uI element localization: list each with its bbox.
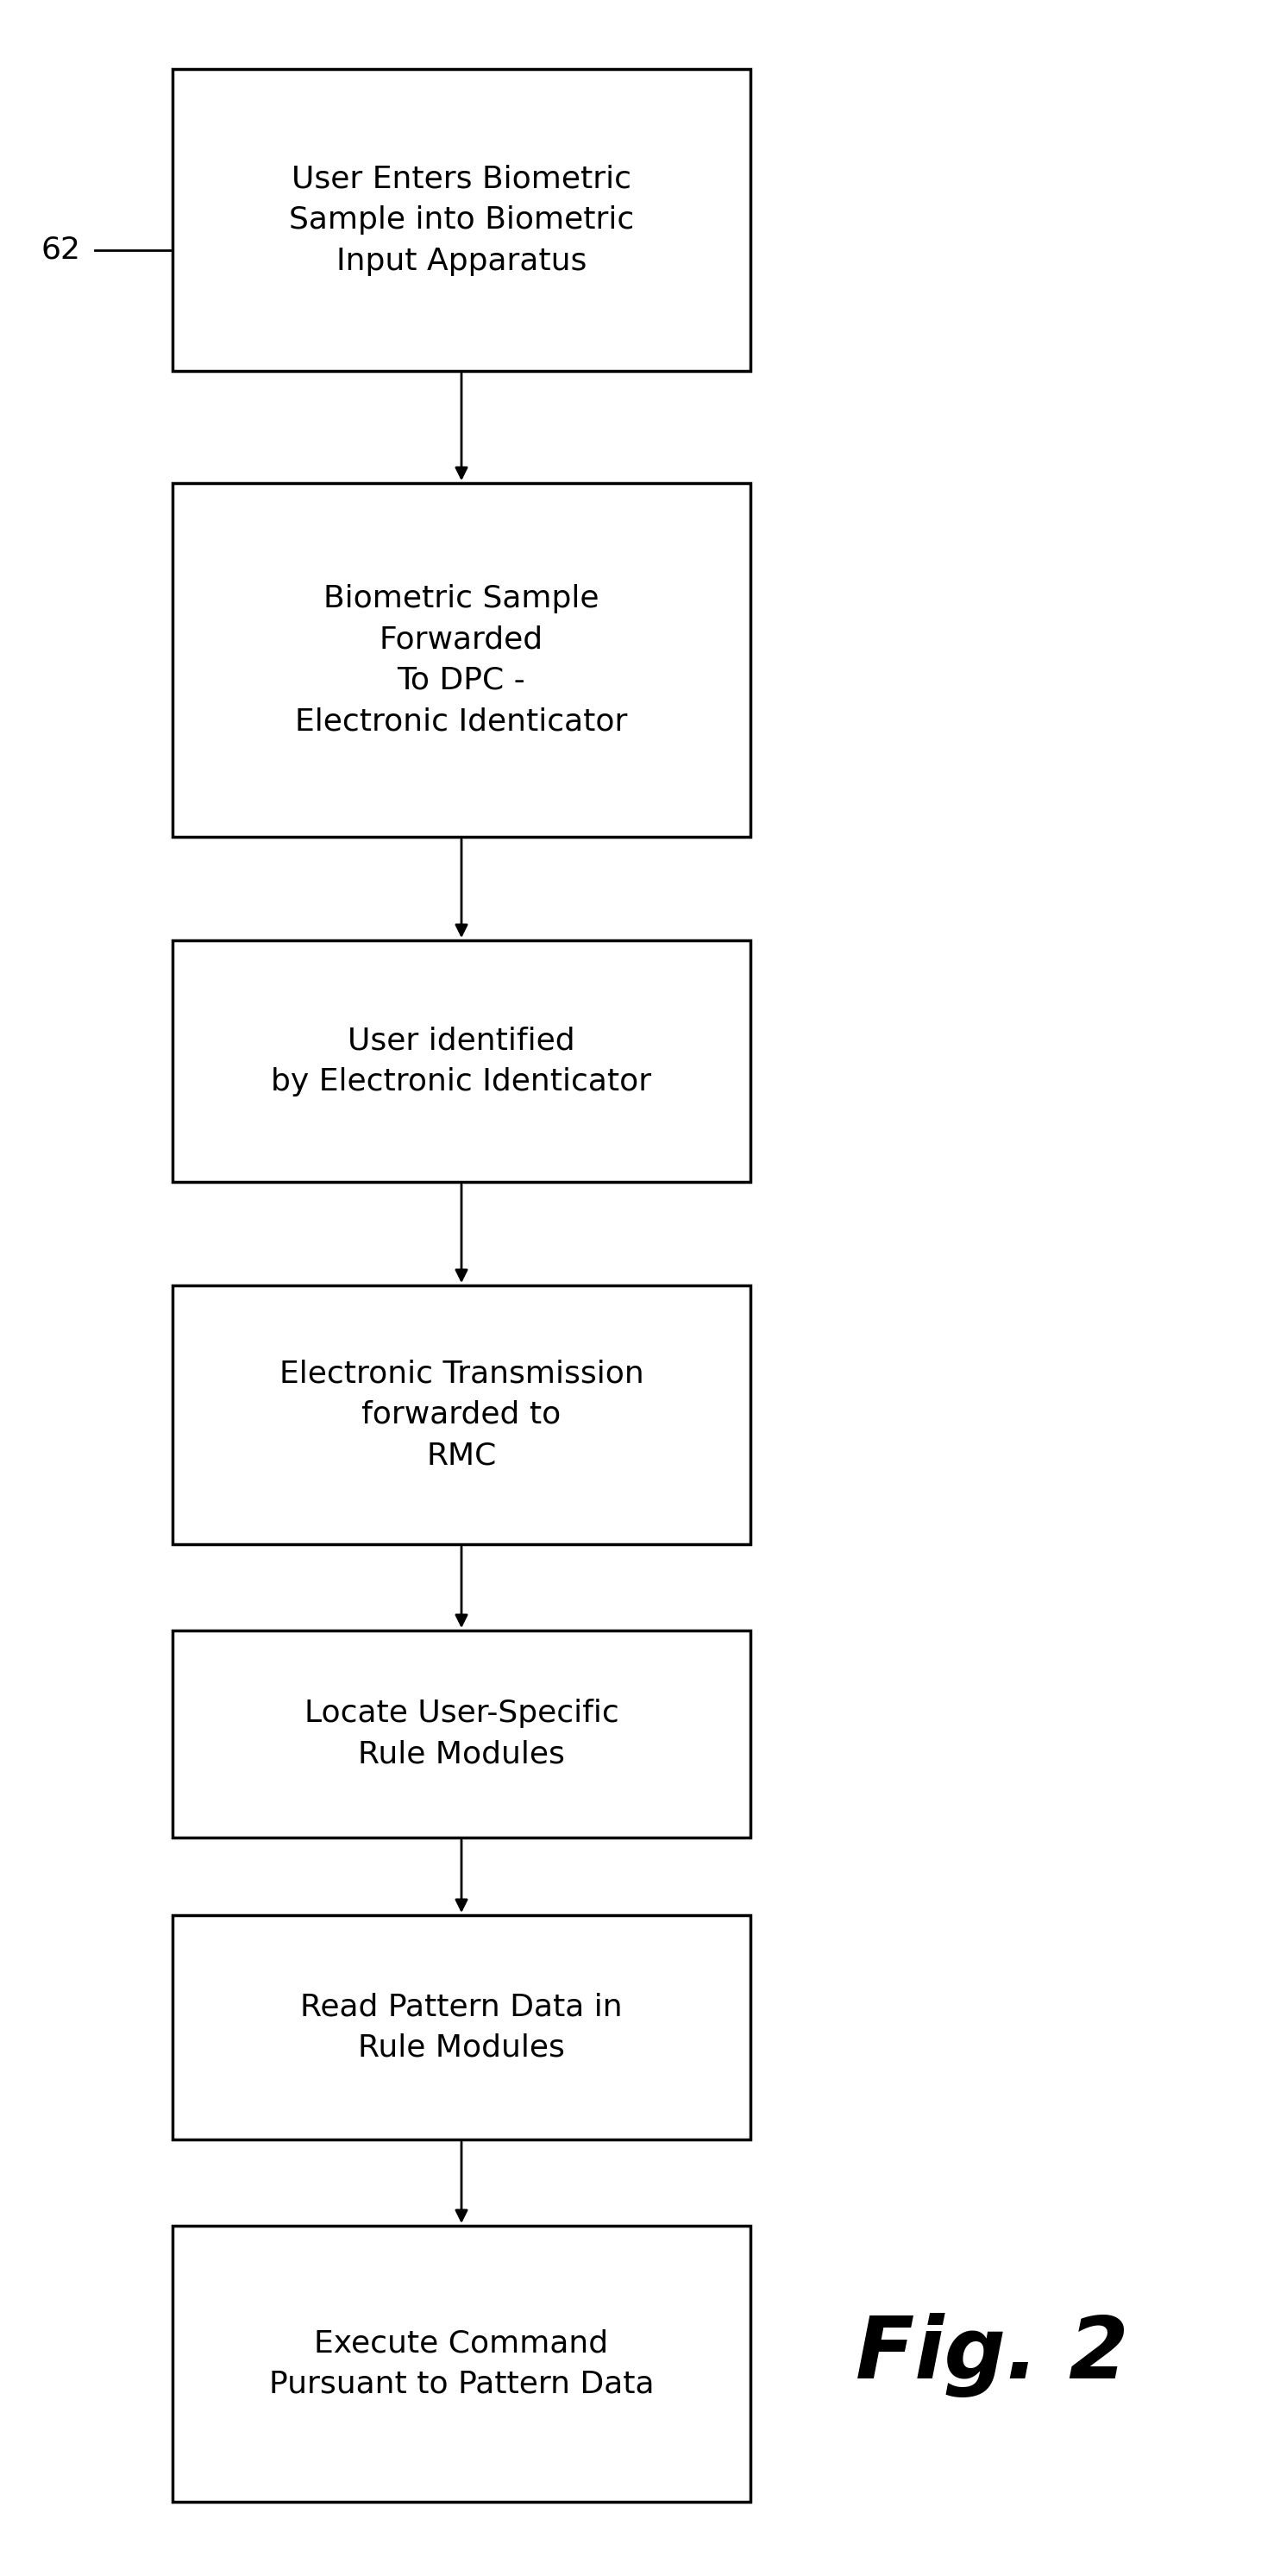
Bar [173, 940, 750, 1182]
Bar [173, 484, 750, 837]
Text: 62: 62 [41, 234, 81, 265]
Text: Locate User-Specific
Rule Modules: Locate User-Specific Rule Modules [305, 1698, 618, 1770]
Text: Execute Command
Pursuant to Pattern Data: Execute Command Pursuant to Pattern Data [269, 2329, 654, 2398]
Bar [173, 2226, 750, 2501]
Text: User Enters Biometric
Sample into Biometric
Input Apparatus: User Enters Biometric Sample into Biomet… [289, 165, 634, 276]
Bar [173, 1285, 750, 1543]
Text: Biometric Sample
Forwarded
To DPC -
Electronic Identicator: Biometric Sample Forwarded To DPC - Elec… [296, 585, 627, 737]
Bar [173, 70, 750, 371]
Text: Fig. 2: Fig. 2 [855, 2313, 1129, 2398]
Text: Electronic Transmission
forwarded to
RMC: Electronic Transmission forwarded to RMC [279, 1360, 644, 1471]
Bar [173, 1631, 750, 1837]
Text: User identified
by Electronic Identicator: User identified by Electronic Identicato… [271, 1025, 652, 1097]
Text: Read Pattern Data in
Rule Modules: Read Pattern Data in Rule Modules [301, 1991, 622, 2063]
Bar [173, 1914, 750, 2141]
